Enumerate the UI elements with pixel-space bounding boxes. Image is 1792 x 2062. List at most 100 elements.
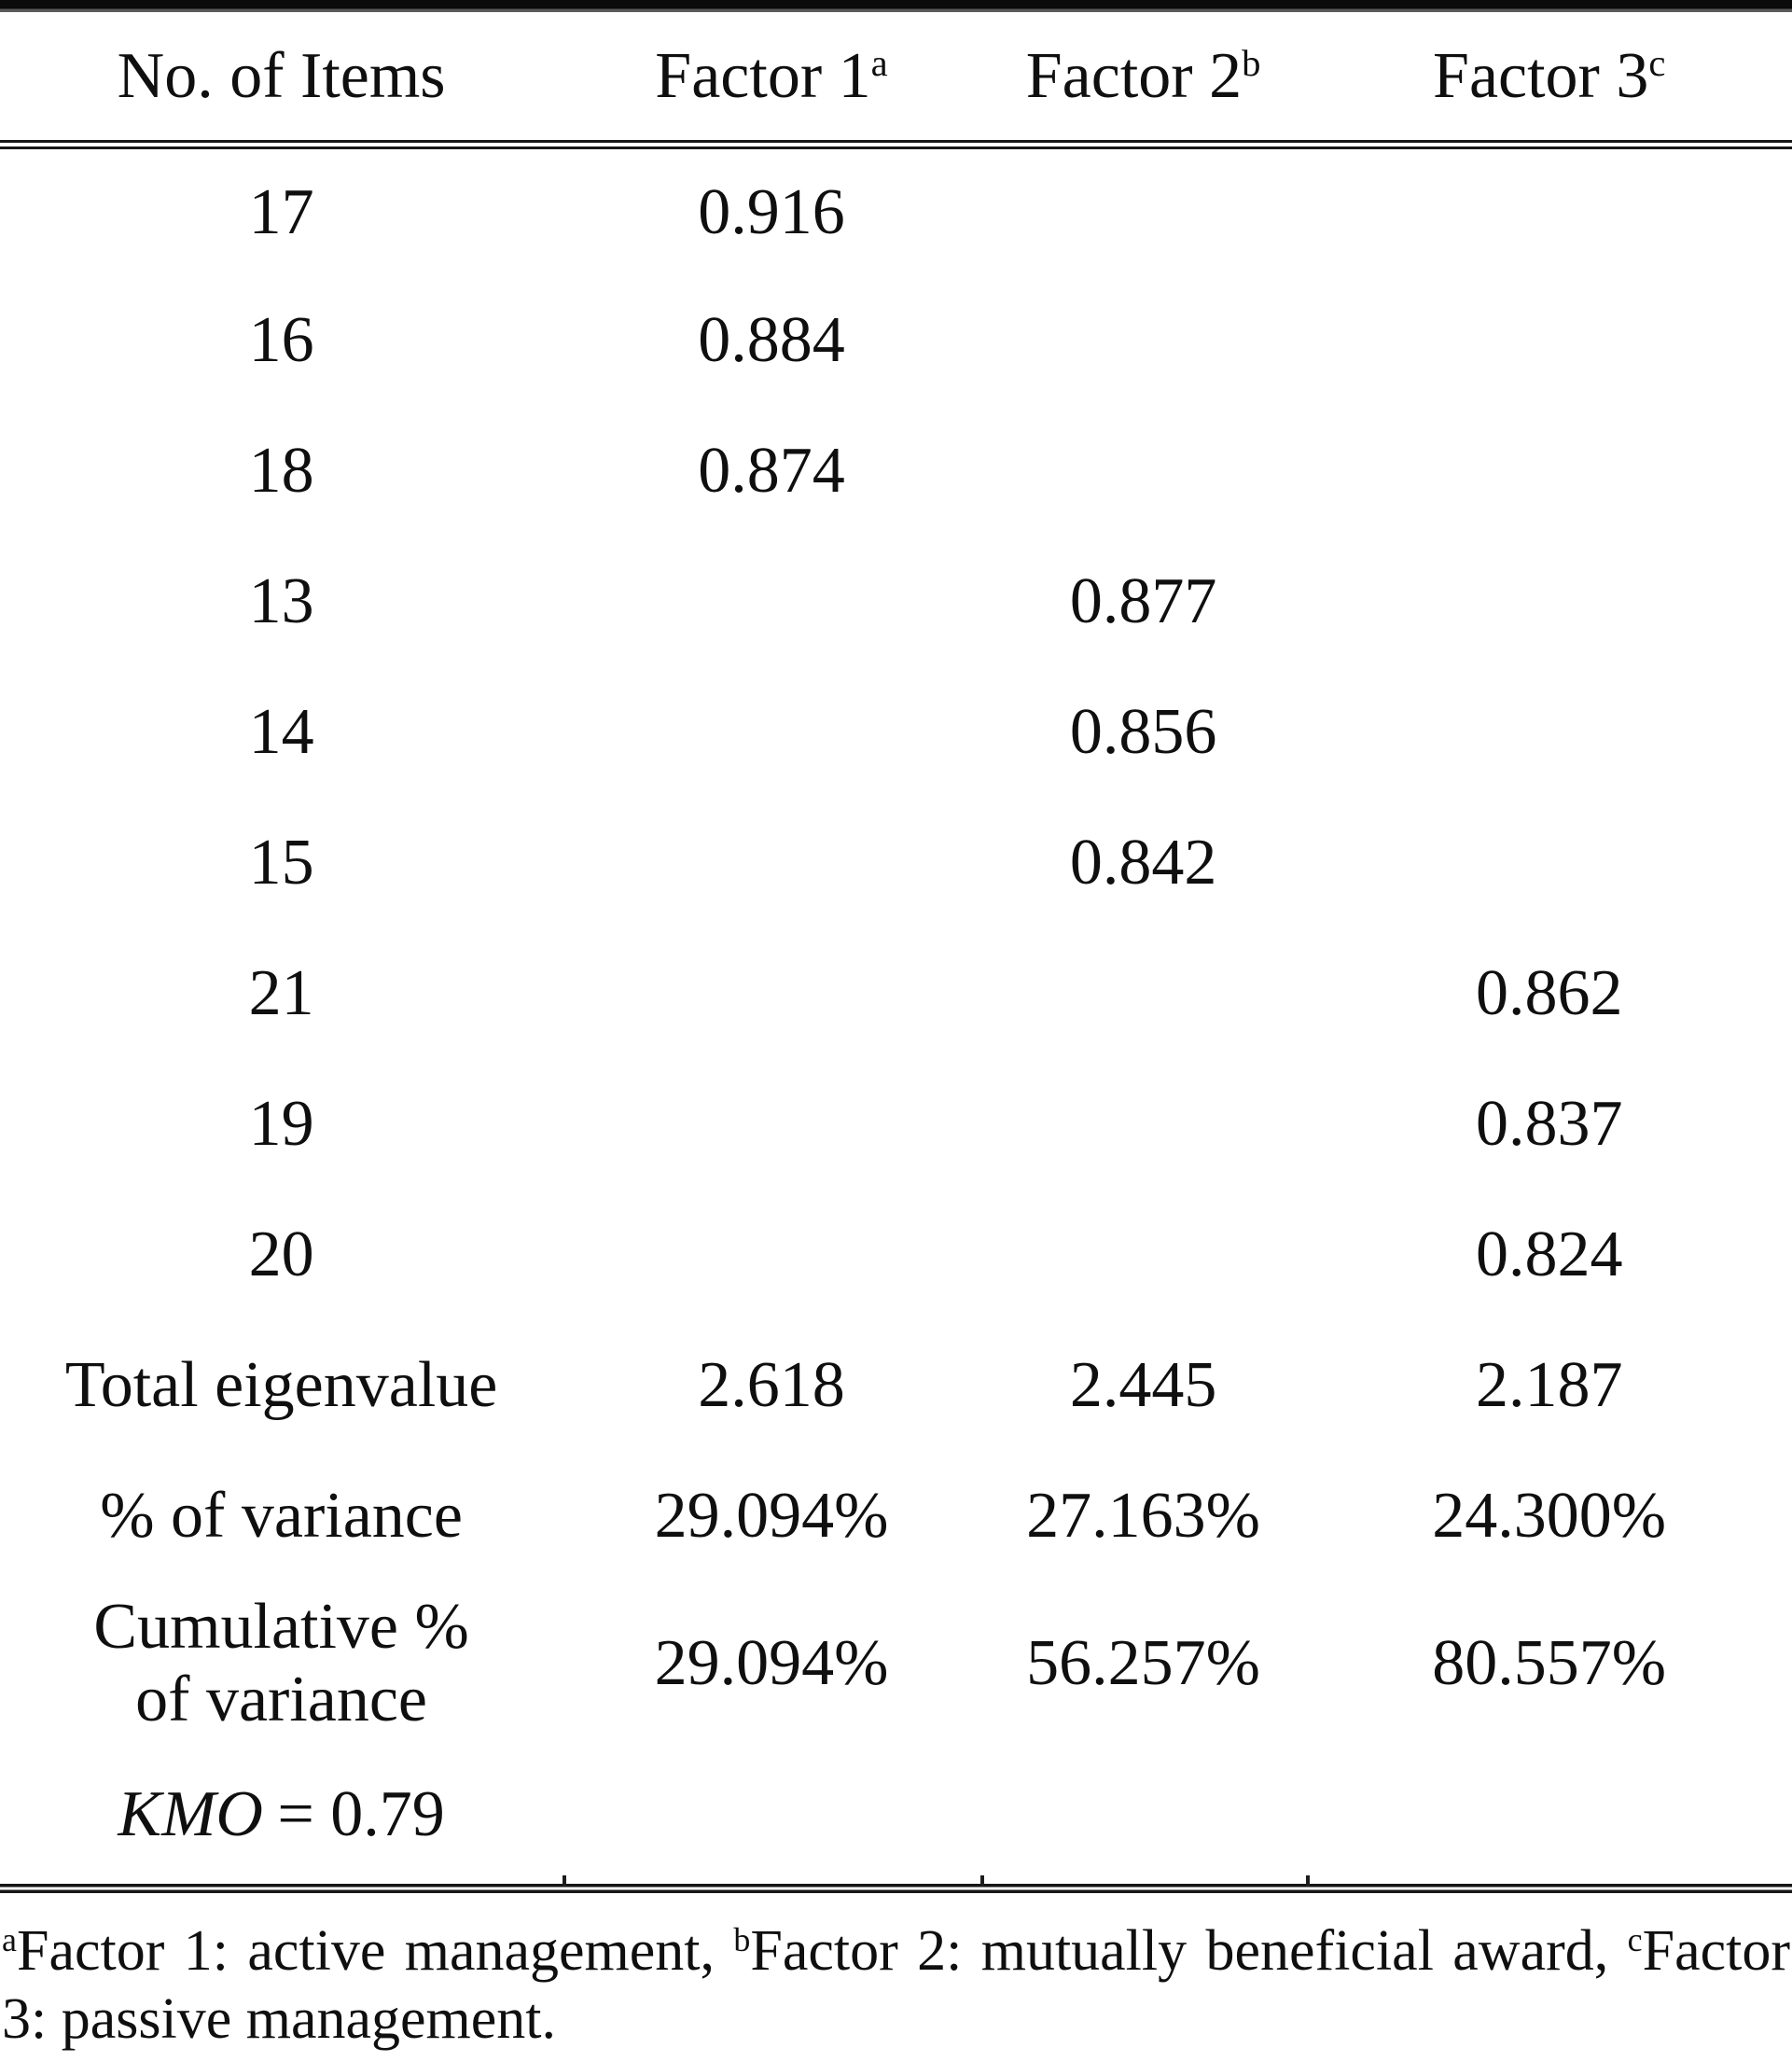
factor-loading-cell: 0.856 <box>1069 696 1217 768</box>
summary-value-cell: 29.094% <box>654 1480 889 1552</box>
footnote-text: Factor 1: active management, <box>16 1919 734 1983</box>
column-header: Factor 3c <box>1306 12 1792 149</box>
table-row-summary: Total eigenvalue 2.618 2.445 2.187 <box>0 1320 1792 1451</box>
factor-loading-cell <box>563 1190 980 1320</box>
table-footnote: aFactor 1: active management, bFactor 2:… <box>0 1917 1792 2053</box>
factor-loading-cell <box>980 928 1307 1059</box>
summary-row-label-line: % of variance <box>100 1479 463 1552</box>
summary-value-cell: 56.257% <box>1026 1627 1260 1699</box>
factor-loading-cell <box>563 536 980 667</box>
factor-loading-cell <box>1306 145 1792 275</box>
empty-cell <box>1306 1746 1792 1884</box>
column-header-label: Factor 1 <box>655 39 871 112</box>
factor-loading-cell: 0.842 <box>1069 827 1217 899</box>
summary-value-cell: 2.187 <box>1475 1349 1623 1421</box>
table-item-rows: 17 0.916 16 0.884 18 0.874 13 0.877 14 0.856 15 0.8… <box>0 145 1792 1320</box>
factor-loading-cell <box>1306 667 1792 798</box>
item-number-cell: 20 <box>248 1219 314 1290</box>
factor-loading-cell: 0.862 <box>1475 957 1623 1029</box>
factor-loading-cell: 0.837 <box>1475 1088 1623 1160</box>
summary-row-label: Cumulative % of variance <box>0 1581 563 1746</box>
factor-loading-cell <box>563 928 980 1059</box>
item-number-cell: 16 <box>248 304 314 376</box>
summary-value-cell: 29.094% <box>654 1627 889 1699</box>
footnote-text: Factor 2: mutually beneficial award, <box>750 1919 1628 1983</box>
item-number-cell: 21 <box>248 957 314 1029</box>
table-header: No. of Items Factor 1a Factor 2b Factor 3c <box>0 12 1792 149</box>
factor-loading-cell <box>563 1059 980 1190</box>
factor-loading-cell <box>563 798 980 928</box>
summary-value-cell: 24.300% <box>1432 1480 1667 1552</box>
table-kmo-section: KMO = 0.79 <box>0 1746 1792 1884</box>
factor-loading-cell: 0.874 <box>698 435 845 507</box>
summary-value-cell: 27.163% <box>1026 1480 1260 1552</box>
footnote-marker: c <box>1627 1921 1643 1959</box>
column-header: Factor 1a <box>563 12 980 149</box>
footnote-marker: a <box>2 1921 17 1959</box>
table-row: 14 0.856 <box>0 667 1792 798</box>
table-row: 19 0.837 <box>0 1059 1792 1190</box>
factor-loading-cell <box>1306 275 1792 406</box>
table-row: 13 0.877 <box>0 536 1792 667</box>
column-header-label: Factor 2 <box>1025 39 1243 112</box>
factor-loading-cell <box>1306 406 1792 536</box>
item-number-cell: 15 <box>248 827 314 899</box>
table-row-summary: Cumulative % of variance 29.094% 56.257% 80.… <box>0 1581 1792 1746</box>
summary-row-label-line: Total eigenvalue <box>64 1348 498 1421</box>
summary-value-cell: 80.557% <box>1432 1627 1667 1699</box>
table-row: 17 0.916 <box>0 145 1792 275</box>
empty-cell <box>980 1746 1307 1884</box>
column-header-footnote-marker: b <box>1242 42 1261 85</box>
factor-loading-cell: 0.877 <box>1069 565 1217 637</box>
item-number-cell: 18 <box>248 435 314 507</box>
summary-row-label-line: Cumulative % <box>93 1590 469 1663</box>
kmo-value: = 0.79 <box>277 1778 445 1850</box>
column-divider-tick <box>1306 1875 1311 1887</box>
table-header-row: No. of Items Factor 1a Factor 2b Factor 3c <box>0 12 1792 149</box>
empty-cell <box>563 1746 980 1884</box>
item-number-cell: 14 <box>248 696 314 768</box>
factor-loading-cell <box>980 1190 1307 1320</box>
table-row: 18 0.874 <box>0 406 1792 536</box>
column-header: No. of Items <box>0 12 563 149</box>
factor-loading-cell: 0.916 <box>698 175 845 248</box>
kmo-label: KMO <box>118 1778 263 1850</box>
summary-row-label: Total eigenvalue <box>0 1320 563 1451</box>
table-top-rule <box>0 0 1792 12</box>
factor-loading-cell <box>980 145 1307 275</box>
column-header-footnote-marker: a <box>870 42 888 85</box>
kmo-statistic: KMO = 0.79 <box>0 1746 563 1884</box>
factor-loading-cell <box>980 406 1307 536</box>
factor-loading-cell <box>980 1059 1307 1190</box>
column-header: Factor 2b <box>979 12 1307 149</box>
item-number-cell: 19 <box>248 1088 314 1160</box>
column-divider-tick <box>979 1875 984 1887</box>
item-number-cell: 13 <box>248 565 314 637</box>
summary-row-label-line: of variance <box>135 1664 428 1735</box>
table-row: 20 0.824 <box>0 1190 1792 1320</box>
factor-loading-cell <box>563 667 980 798</box>
table-row: 15 0.842 <box>0 798 1792 928</box>
table-row-kmo: KMO = 0.79 <box>0 1746 1792 1884</box>
factor-loading-cell <box>1306 536 1792 667</box>
factor-loading-cell <box>980 275 1307 406</box>
footnote-marker: b <box>733 1921 751 1959</box>
factor-loading-cell: 0.824 <box>1475 1219 1623 1290</box>
factor-loading-cell: 0.884 <box>698 304 845 376</box>
footnote-text: Factor 3: passive management. <box>2 1919 1790 2051</box>
summary-value-cell: 2.618 <box>698 1349 845 1421</box>
summary-row-label: % of variance <box>0 1451 563 1581</box>
table-row: 21 0.862 <box>0 928 1792 1059</box>
table-row: 16 0.884 <box>0 275 1792 406</box>
factor-analysis-table: No. of Items Factor 1a Factor 2b Factor 3c … <box>0 12 1792 1884</box>
column-divider-tick <box>563 1875 567 1887</box>
table-row-summary: % of variance 29.094% 27.163% 24.300% <box>0 1451 1792 1581</box>
factor-loading-cell <box>1306 798 1792 928</box>
table-summary-rows: Total eigenvalue 2.618 2.445 2.187 % of vari… <box>0 1320 1792 1746</box>
column-header-footnote-marker: c <box>1648 42 1666 85</box>
item-number-cell: 17 <box>248 175 314 248</box>
table-bottom-rule <box>0 1875 1792 1893</box>
column-header-label: Factor 3 <box>1433 39 1649 112</box>
summary-value-cell: 2.445 <box>1069 1349 1217 1421</box>
